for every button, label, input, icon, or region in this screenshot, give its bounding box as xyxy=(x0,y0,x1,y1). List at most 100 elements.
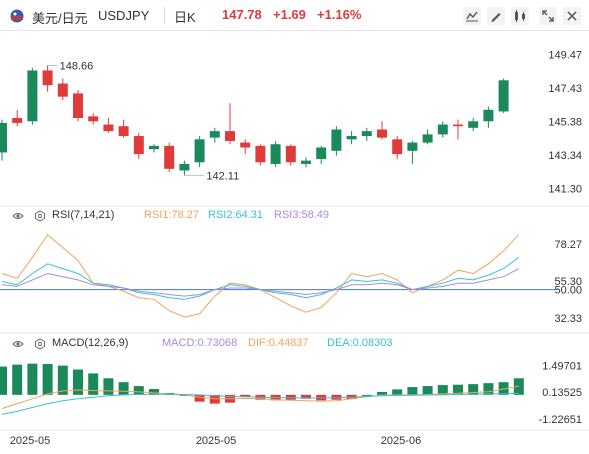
fullscreen-icon[interactable] xyxy=(538,6,558,26)
price-tick-label: 145.38 xyxy=(548,117,582,129)
macd-label: MACD(12,26,9) xyxy=(52,337,129,349)
candle-body xyxy=(255,145,266,163)
rsi-tick-label: 32.33 xyxy=(554,313,582,325)
macd-histogram-bar xyxy=(0,366,7,395)
candle-body xyxy=(483,109,494,122)
candle-body xyxy=(225,131,235,141)
price-pane: 149.47 147.43 145.38 143.34 141.30 148.66 142.… xyxy=(0,50,582,196)
candle-body xyxy=(27,70,38,122)
macd-tick-label: 0.13525 xyxy=(542,387,582,399)
macd-histogram-bar xyxy=(483,383,494,395)
divider xyxy=(164,7,165,23)
candle-body xyxy=(331,129,342,151)
macd-pane: 1.49701 0.13525 -1.22651 xyxy=(0,361,582,426)
candle-body xyxy=(422,134,433,143)
macd-histogram-bar xyxy=(88,373,99,395)
macd-histogram-bar xyxy=(285,394,296,400)
eye-icon[interactable] xyxy=(12,338,24,350)
rsi3-line xyxy=(1,268,520,297)
eye-icon[interactable] xyxy=(12,210,24,222)
candle-body xyxy=(468,121,479,128)
candle-body xyxy=(42,70,53,86)
candle-body xyxy=(498,80,509,112)
macd-histogram-bar xyxy=(57,365,68,395)
macd-histogram-bar xyxy=(407,387,418,395)
dea-line xyxy=(1,392,519,415)
macd-histogram-bar xyxy=(42,364,53,395)
dif-value: DIF:0.44837 xyxy=(248,337,309,349)
x-tick-label: 2025-06 xyxy=(381,435,421,447)
macd-histogram-bar xyxy=(149,389,159,395)
candle-body xyxy=(73,93,83,118)
macd-histogram-bar xyxy=(331,394,342,400)
x-tick-label: 2025-05 xyxy=(10,435,50,447)
symbol-name[interactable]: 美元/日元 xyxy=(32,11,88,26)
macd-histogram-bar xyxy=(468,384,479,395)
price-tick-label: 143.34 xyxy=(548,150,582,162)
indicator-icon[interactable] xyxy=(510,6,530,26)
candle-body xyxy=(0,122,7,153)
candle-body xyxy=(285,145,296,163)
candle-body xyxy=(57,83,68,97)
candle-type-icon[interactable] xyxy=(462,6,482,26)
rsi3-value: RSI3:58.49 xyxy=(274,209,330,221)
rsi1-line xyxy=(1,233,520,318)
dea-value: DEA:0.08303 xyxy=(327,337,393,349)
candle-body xyxy=(179,163,190,171)
settings-icon[interactable] xyxy=(34,338,46,350)
macd-histogram-bar xyxy=(392,389,403,395)
candle-body xyxy=(407,142,418,151)
candle-body xyxy=(149,145,159,150)
macd-histogram-bar xyxy=(118,382,129,395)
candle-body xyxy=(103,124,114,132)
x-axis: 2025-05 2025-05 2025-06 xyxy=(10,435,421,447)
candle-body xyxy=(164,145,175,169)
macd-tick-label: -1.22651 xyxy=(539,414,582,426)
candle-body xyxy=(437,124,448,135)
candle-body xyxy=(118,126,129,137)
macd-histogram-bar xyxy=(301,394,311,399)
macd-legend: MACD(12,26,9) MACD:0.73068 DIF:0.44837 D… xyxy=(0,336,589,352)
candle-body xyxy=(194,139,205,163)
settings-icon[interactable] xyxy=(34,210,46,222)
candle-body xyxy=(316,147,327,159)
price-tick-label: 147.43 xyxy=(548,83,582,95)
candle-body xyxy=(133,136,144,155)
flag-icon xyxy=(10,9,24,23)
candle-body xyxy=(377,129,387,138)
rsi-tick-label: 55.30 xyxy=(554,276,582,288)
macd-histogram-bar xyxy=(73,369,83,395)
macd-histogram-bar xyxy=(103,378,114,395)
price-change: +1.69 xyxy=(273,7,306,22)
candle-body xyxy=(346,136,357,140)
dif-line xyxy=(1,385,519,409)
price-change-percent: +1.16% xyxy=(317,7,362,22)
macd-histogram-bar xyxy=(133,386,144,395)
candle-body xyxy=(301,160,311,164)
macd-histogram-bar xyxy=(437,385,448,395)
macd-histogram-bar xyxy=(361,394,372,396)
macd-histogram-bar xyxy=(194,394,205,402)
draw-pen-icon[interactable] xyxy=(486,6,506,26)
candle-body xyxy=(270,144,281,164)
x-tick-label: 2025-05 xyxy=(196,435,236,447)
rsi-tick-label: 78.27 xyxy=(554,239,582,251)
period-selector[interactable]: 日K xyxy=(174,10,196,25)
rsi1-value: RSI1:78.27 xyxy=(144,209,200,221)
rsi-legend: RSI(7,14,21) RSI1:78.27 RSI2:64.31 RSI3:… xyxy=(0,208,589,224)
toolbar: 美元/日元 USDJPY 日K 147.78 +1.69 +1.16% xyxy=(0,0,589,31)
candle-body xyxy=(88,116,99,122)
macd-histogram-bar xyxy=(240,394,251,397)
macd-tick-label: 1.49701 xyxy=(542,361,582,373)
candle-body xyxy=(240,142,251,148)
rsi2-value: RSI2:64.31 xyxy=(208,209,264,221)
macd-histogram-bar xyxy=(422,386,433,395)
macd-histogram-bar xyxy=(27,363,38,395)
candle-body xyxy=(453,124,463,127)
candle-body xyxy=(361,131,372,137)
symbol-code: USDJPY xyxy=(98,8,150,23)
close-icon[interactable] xyxy=(562,6,582,26)
rsi-tick-label: 50.00 xyxy=(554,285,582,297)
